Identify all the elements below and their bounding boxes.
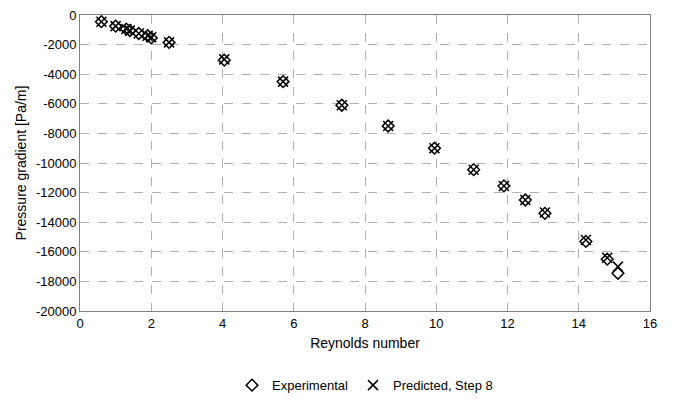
svg-text:4: 4 bbox=[219, 316, 226, 331]
svg-text:Predicted, Step 8: Predicted, Step 8 bbox=[393, 378, 493, 393]
svg-text:2: 2 bbox=[148, 316, 155, 331]
svg-text:Reynolds number: Reynolds number bbox=[310, 335, 420, 351]
svg-text:-6000: -6000 bbox=[43, 96, 76, 111]
svg-text:10: 10 bbox=[429, 316, 443, 331]
svg-text:14: 14 bbox=[572, 316, 586, 331]
svg-text:0: 0 bbox=[76, 316, 83, 331]
svg-text:0: 0 bbox=[69, 8, 76, 23]
svg-text:12: 12 bbox=[500, 316, 514, 331]
svg-text:-16000: -16000 bbox=[36, 244, 76, 259]
svg-text:Experimental: Experimental bbox=[272, 378, 348, 393]
svg-text:-20000: -20000 bbox=[36, 304, 76, 319]
svg-text:-18000: -18000 bbox=[36, 274, 76, 289]
svg-text:-10000: -10000 bbox=[36, 156, 76, 171]
svg-text:6: 6 bbox=[290, 316, 297, 331]
svg-text:-2000: -2000 bbox=[43, 37, 76, 52]
svg-text:-4000: -4000 bbox=[43, 67, 76, 82]
svg-text:Pressure gradient [Pa/m]: Pressure gradient [Pa/m] bbox=[13, 86, 29, 241]
svg-text:16: 16 bbox=[643, 316, 657, 331]
svg-text:8: 8 bbox=[361, 316, 368, 331]
svg-text:-14000: -14000 bbox=[36, 215, 76, 230]
svg-text:-12000: -12000 bbox=[36, 185, 76, 200]
svg-text:-8000: -8000 bbox=[43, 126, 76, 141]
